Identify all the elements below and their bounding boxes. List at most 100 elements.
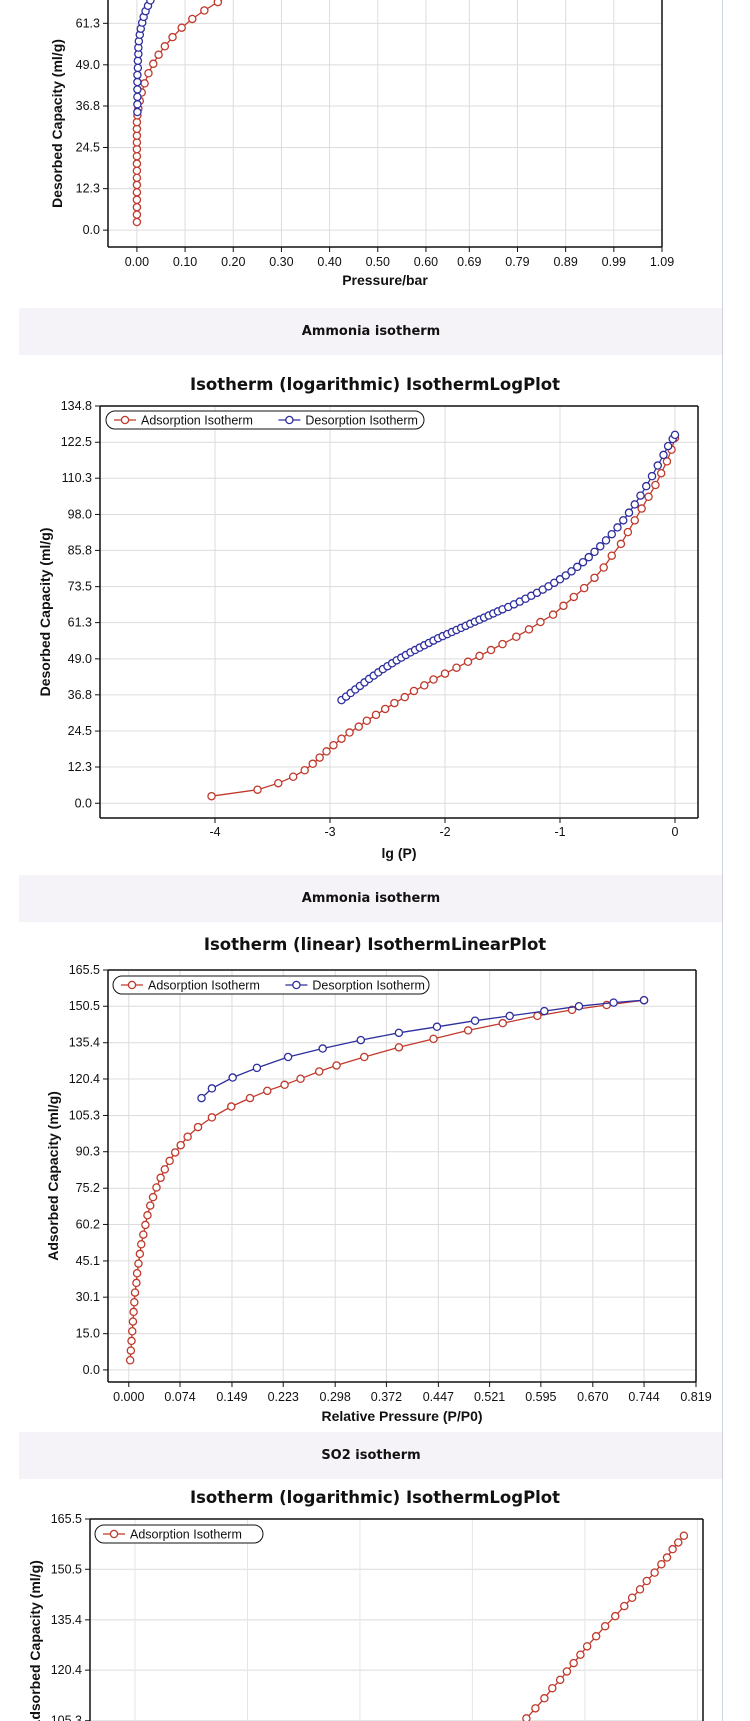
adsorption-isotherm-point (213, 0, 223, 7)
desorption-isotherm-point (647, 471, 657, 481)
x-tick-label: 0.372 (371, 1390, 402, 1404)
adsorption-isotherm-point (130, 1288, 140, 1297)
adsorption-isotherm-point (132, 217, 142, 227)
y-tick-label: 24.5 (68, 724, 92, 738)
desorption-isotherm-point (133, 92, 142, 102)
y-axis-label: Desorbed Capacity (ml/g) (37, 528, 53, 697)
adsorption-isotherm-point (616, 539, 626, 549)
adsorption-isotherm-point (452, 663, 461, 672)
adsorption-isotherm-point (536, 617, 545, 627)
desorption-isotherm-point (574, 1001, 584, 1011)
desorption-isotherm-point (228, 1073, 237, 1082)
x-tick-label: 0.50 (366, 255, 390, 269)
desorption-isotherm-point (573, 562, 582, 572)
adsorption-isotherm-point (400, 692, 409, 702)
desorption-isotherm-point (670, 430, 680, 440)
adsorption-isotherm-point (144, 69, 153, 78)
desorption-isotherm-point (470, 1016, 480, 1025)
chart-3-title: Isotherm (linear) IsothermLinearPlot (203, 935, 547, 954)
y-tick-label: 61.3 (68, 616, 92, 630)
y-tick-label: 122.5 (61, 435, 92, 449)
adsorption-isotherm-point (354, 722, 363, 731)
x-tick-label: -2 (439, 825, 450, 839)
desorption-isotherm-point (197, 1093, 206, 1103)
desorption-isotherm-point (207, 1084, 217, 1093)
y-tick-label: 60.2 (76, 1217, 100, 1231)
adsorption-isotherm-point (463, 1026, 473, 1035)
adsorption-isotherm-point (475, 651, 484, 661)
adsorption-isotherm-point (576, 1650, 585, 1659)
desorption-isotherm-point (540, 1006, 549, 1016)
adsorption-isotherm-point (531, 1704, 540, 1713)
desorption-isotherm-point (578, 557, 588, 567)
y-tick-label: 36.8 (68, 688, 92, 702)
y-tick-label: 150.5 (69, 999, 100, 1013)
adsorption-isotherm-point (540, 1694, 549, 1703)
x-tick-label: 0.60 (414, 255, 438, 269)
adsorption-isotherm-legend-marker (120, 415, 130, 425)
adsorption-isotherm-point (263, 1086, 272, 1096)
adsorption-isotherm-point (127, 1336, 136, 1346)
adsorption-isotherm-point (165, 1156, 174, 1166)
x-tick-label: 0.10 (173, 255, 197, 269)
adsorption-isotherm-point (337, 734, 346, 743)
adsorption-isotherm-point (315, 753, 324, 762)
plot-area (207, 430, 680, 801)
y-tick-label: 12.3 (68, 760, 92, 774)
x-tick-label: 0.149 (216, 1390, 247, 1404)
adsorption-isotherm-point (371, 710, 381, 720)
adsorption-isotherm-point (296, 1074, 305, 1083)
y-tick-label: 120.4 (51, 1663, 82, 1677)
desorption-isotherm-point (567, 567, 576, 576)
adsorption-isotherm-point (498, 639, 507, 649)
adsorption-isotherm-point (132, 117, 142, 127)
y-tick-label: 110.3 (62, 471, 92, 485)
x-tick-label: 0.447 (423, 1390, 454, 1404)
y-tick-label: 105.3 (51, 1714, 82, 1721)
desorption-isotherm-line (136, 0, 152, 113)
x-tick-label: 0.20 (221, 255, 245, 269)
x-tick-label: 0.000 (113, 1390, 144, 1404)
adsorption-isotherm-point (512, 632, 521, 642)
y-tick-label: 165.5 (69, 963, 100, 977)
y-axis-label: Adsorbed Capacity (ml/g) (27, 1560, 43, 1721)
x-tick-label: 0.00 (125, 255, 149, 269)
y-tick-label: 24.5 (76, 140, 100, 154)
adsorption-isotherm-point (548, 1683, 557, 1693)
y-tick-label: 75.2 (76, 1181, 100, 1195)
legend-box (112, 975, 430, 995)
desorption-isotherm-line (201, 999, 645, 1099)
adsorption-isotherm-point (630, 516, 640, 525)
x-axis: 0.000 0.074 0.149 0.223 0.298 0.372 0.447 0.521… (113, 970, 712, 1404)
adsorption-isotherm-point (599, 563, 608, 572)
y-tick-label: 12.3 (76, 182, 100, 196)
adsorption-isotherm-point (322, 747, 331, 756)
desorption-isotherm-point (252, 1063, 262, 1073)
adsorption-isotherm-point (176, 1140, 185, 1150)
desorption-isotherm-point (659, 450, 668, 460)
legend-box (94, 1524, 264, 1544)
adsorption-isotherm-point (188, 14, 197, 24)
y-tick-label: 49.0 (76, 58, 100, 72)
adsorption-isotherm-point (656, 468, 666, 478)
y-tick-label: 0.0 (83, 1363, 100, 1377)
adsorption-isotherm-point (125, 1356, 135, 1365)
desorption-isotherm-point (505, 1011, 514, 1021)
adsorption-isotherm-point (132, 1269, 142, 1278)
y-axis: 0.0 12.3 24.5 36.8 49.0 61.3 73.5 85.8 98.0 110.3… (61, 399, 698, 810)
y-tick-label: 36.8 (76, 99, 100, 113)
caption-text: Ammonia isotherm (301, 324, 441, 339)
page-edge-divider (722, 0, 723, 1721)
adsorption-isotherm-point (555, 1675, 565, 1685)
adsorption-isotherm-point (651, 480, 660, 490)
adsorption-isotherm-point (420, 681, 429, 690)
legend: Adsorption Isotherm (94, 1524, 264, 1544)
adsorption-isotherm-point (611, 1611, 620, 1621)
adsorption-isotherm-point (130, 1298, 139, 1307)
y-tick-label: 135.4 (69, 1036, 100, 1050)
chart-2-title: Isotherm (logarithmic) IsothermLogPlot (189, 375, 561, 394)
y-axis-label: Desorbed Capacity (ml/g) (49, 39, 65, 208)
x-tick-label: 1.09 (650, 255, 674, 269)
adsorption-isotherm-point (524, 625, 534, 634)
